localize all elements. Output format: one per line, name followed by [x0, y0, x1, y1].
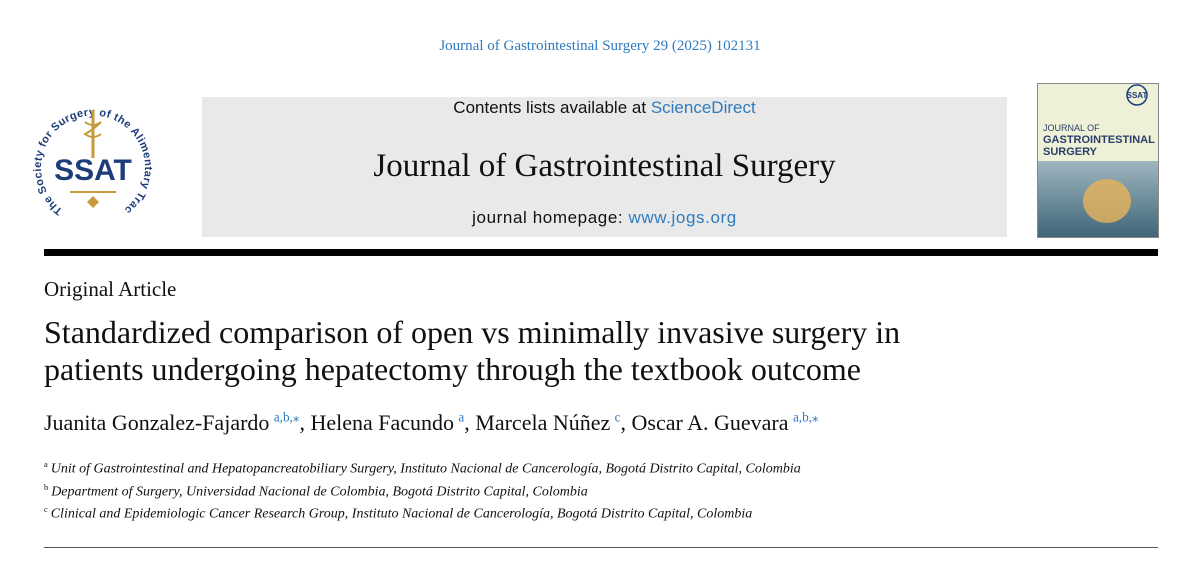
author-affiliation-marks[interactable]: a [458, 410, 465, 425]
citation: Journal of Gastrointestinal Surgery 29 (… [439, 38, 761, 54]
affiliation: a Unit of Gastrointestinal and Hepatopanc… [44, 456, 801, 479]
affiliation-list: a Unit of Gastrointestinal and Hepatopanc… [44, 456, 801, 524]
author-affiliation-marks[interactable]: c [614, 410, 621, 425]
cover-line: SURGERY [1043, 146, 1098, 158]
article-title: Standardized comparison of open vs minim… [44, 314, 901, 387]
footer-rule [44, 547, 1158, 548]
article-type: Original Article [44, 277, 177, 301]
author-name: Helena Facundo [310, 410, 455, 436]
affiliation-label: b [44, 482, 49, 492]
author: Juanita Gonzalez-Fajardo a,b,⁎ [44, 410, 299, 435]
sciencedirect-link[interactable]: ScienceDirect [650, 98, 756, 117]
affiliation: b Department of Surgery, Universidad Naci… [44, 479, 801, 502]
author-affiliation-marks[interactable]: a,b,⁎ [792, 410, 819, 425]
affiliation-label: c [44, 505, 48, 515]
homepage-line: journal homepage: www.jogs.org [202, 208, 1007, 228]
journal-cover: SSAT JOURNAL OF GASTROINTESTINAL SURGERY [1037, 83, 1159, 238]
journal-banner: Contents lists available at ScienceDirec… [202, 97, 1007, 237]
cover-line: JOURNAL OF [1043, 123, 1100, 133]
cover-line: GASTROINTESTINAL [1043, 134, 1155, 146]
homepage-link[interactable]: www.jogs.org [628, 208, 737, 227]
cover-logo: SSAT [1127, 91, 1148, 100]
author-name: Marcela Núñez [475, 410, 611, 436]
header-rule [44, 249, 1158, 256]
contents-line: Contents lists available at ScienceDirec… [202, 97, 1007, 119]
author-list: Juanita Gonzalez-Fajardo a,b,⁎Helena Fac… [44, 410, 819, 436]
author: Oscar A. Guevara a,b,⁎ [621, 410, 819, 435]
affiliation: c Clinical and Epidemiologic Cancer Resea… [44, 501, 801, 524]
author-name: Oscar A. Guevara [631, 410, 789, 436]
author: Marcela Núñez c [464, 410, 620, 435]
affiliation-text: Unit of Gastrointestinal and Hepatopancr… [50, 461, 801, 477]
homepage-prefix: journal homepage: [472, 208, 624, 227]
author: Helena Facundo a [299, 410, 464, 435]
affiliation-text: Clinical and Epidemiologic Cancer Resear… [50, 506, 753, 522]
affiliation-label: a [44, 460, 48, 469]
affiliation-text: Department of Surgery, Universidad Nacio… [51, 484, 588, 500]
journal-title: Journal of Gastrointestinal Surgery [373, 148, 836, 184]
contents-prefix: Contents lists available at [453, 98, 647, 117]
author-affiliation-marks[interactable]: a,b,⁎ [273, 410, 300, 425]
author-name: Juanita Gonzalez-Fajardo [44, 410, 270, 436]
logo-acronym: SSAT [54, 154, 132, 187]
society-logo: The Society for Surgery of the Alimentar… [30, 92, 154, 217]
